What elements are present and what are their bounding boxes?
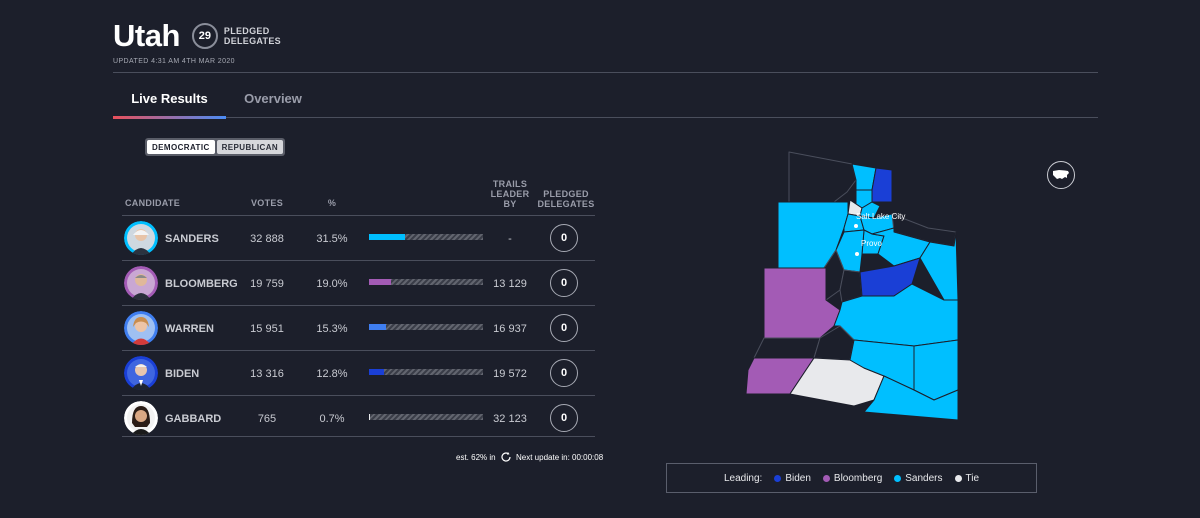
county-grand	[913, 339, 959, 401]
avatar	[124, 221, 158, 255]
table-row: BLOOMBERG 19 759 19.0% 13 129 0	[122, 260, 595, 305]
vote-share-fill	[369, 234, 405, 240]
vote-share-bar	[369, 324, 483, 330]
candidate-votes: 32 888	[250, 232, 284, 245]
candidate-pct: 31.5%	[316, 232, 348, 245]
legend-item-biden: Biden	[774, 473, 811, 484]
vote-share-bar	[369, 369, 483, 375]
trails-leader-by: 16 937	[493, 322, 527, 335]
utah-county-map: Salt Lake City Provo	[744, 150, 964, 421]
candidate-votes: 19 759	[250, 277, 284, 290]
legend-item-tie: Tie	[954, 473, 979, 484]
refresh-icon[interactable]	[500, 451, 512, 463]
county-box-elder	[788, 151, 857, 203]
vote-share-fill	[369, 369, 384, 375]
candidate-pct: 15.3%	[316, 322, 348, 335]
candidate-pct: 12.8%	[316, 367, 348, 380]
candidate-name: BLOOMBERG	[165, 277, 238, 290]
pledged-delegates-badge: 0	[550, 314, 578, 342]
tab-bar: Live Results Overview	[113, 78, 1098, 119]
candidate-name: GABBARD	[165, 412, 222, 425]
avatar	[124, 266, 158, 300]
county-san-juan	[863, 375, 959, 421]
democratic-toggle-button[interactable]: DEMOCRATIC	[147, 140, 215, 154]
col-header-trails: TRAILS LEADER BY	[490, 179, 530, 209]
trails-leader-by: 19 572	[493, 367, 527, 380]
pledged-delegates-badge: 0	[550, 359, 578, 387]
pledged-delegates-badge: 0	[550, 269, 578, 297]
avatar	[124, 311, 158, 345]
vote-share-fill	[369, 414, 370, 420]
pledged-delegates-badge: 0	[550, 224, 578, 252]
pledged-delegates-badge: 0	[550, 404, 578, 432]
delegates-label: PLEDGED DELEGATES	[223, 26, 281, 46]
trails-leader-by: -	[508, 232, 512, 245]
header-divider	[113, 72, 1098, 73]
avatar	[124, 356, 158, 390]
table-row: WARREN 15 951 15.3% 16 937 0	[122, 305, 595, 350]
trails-leader-by: 13 129	[493, 277, 527, 290]
table-row: BIDEN 13 316 12.8% 19 572 0	[122, 350, 595, 395]
legend-dot	[894, 474, 902, 482]
city-label: Provo	[861, 239, 882, 248]
vote-share-bar	[369, 414, 483, 420]
legend-dot	[774, 474, 782, 482]
vote-share-bar	[369, 234, 483, 240]
map-legend: Leading: Biden Bloomberg Sanders Tie	[666, 463, 1037, 493]
avatar	[124, 401, 158, 435]
candidate-name: BIDEN	[165, 367, 200, 380]
us-map-icon[interactable]	[1047, 161, 1075, 189]
candidate-pct: 0.7%	[319, 412, 345, 425]
county-rich	[871, 167, 893, 203]
table-row: SANDERS 32 888 31.5% - 0	[122, 215, 595, 260]
vote-share-fill	[369, 324, 387, 330]
vote-share-fill	[369, 279, 391, 285]
delegates-count-badge: 29	[191, 23, 218, 49]
party-toggle: DEMOCRATIC REPUBLICAN	[145, 138, 286, 156]
candidate-name: SANDERS	[165, 232, 219, 245]
est-reporting: est. 62% in	[456, 453, 496, 462]
city-marker	[854, 224, 858, 228]
tab-overview[interactable]: Overview	[244, 90, 302, 106]
col-header-candidate: CANDIDATE	[125, 198, 181, 208]
col-header-pct: %	[327, 198, 337, 208]
trails-leader-by: 32 123	[493, 412, 527, 425]
city-marker	[855, 252, 859, 256]
county-iron	[745, 357, 815, 395]
candidate-pct: 19.0%	[316, 277, 348, 290]
candidate-votes: 765	[257, 412, 277, 425]
table-bottom-divider	[122, 436, 595, 437]
col-header-votes: VOTES	[250, 198, 283, 208]
updated-timestamp: UPDATED 4:31 AM 4TH MAR 2020	[113, 58, 235, 65]
candidate-name: WARREN	[165, 322, 214, 335]
republican-toggle-button[interactable]: REPUBLICAN	[216, 140, 284, 154]
candidate-votes: 13 316	[250, 367, 284, 380]
page-header: Utah 29 PLEDGED DELEGATES UPDATED 4:31 A…	[113, 18, 281, 65]
tab-live-results[interactable]: Live Results	[113, 78, 226, 119]
candidate-votes: 15 951	[250, 322, 284, 335]
city-label: Salt Lake City	[856, 212, 905, 221]
county-beaver	[753, 337, 821, 359]
legend-item-bloomberg: Bloomberg	[822, 473, 882, 484]
legend-title: Leading:	[723, 472, 763, 484]
county-morgan	[859, 201, 881, 219]
next-update: Next update in: 00:00:08	[516, 453, 604, 462]
table-row: GABBARD 765 0.7% 32 123 0	[122, 395, 595, 440]
vote-share-bar	[369, 279, 483, 285]
legend-item-sanders: Sanders	[894, 473, 943, 484]
col-header-pledged-delegates: PLEDGED DELEGATES	[537, 189, 595, 209]
page-title: Utah	[113, 18, 180, 53]
legend-dot	[954, 474, 962, 482]
legend-dot	[822, 474, 830, 482]
